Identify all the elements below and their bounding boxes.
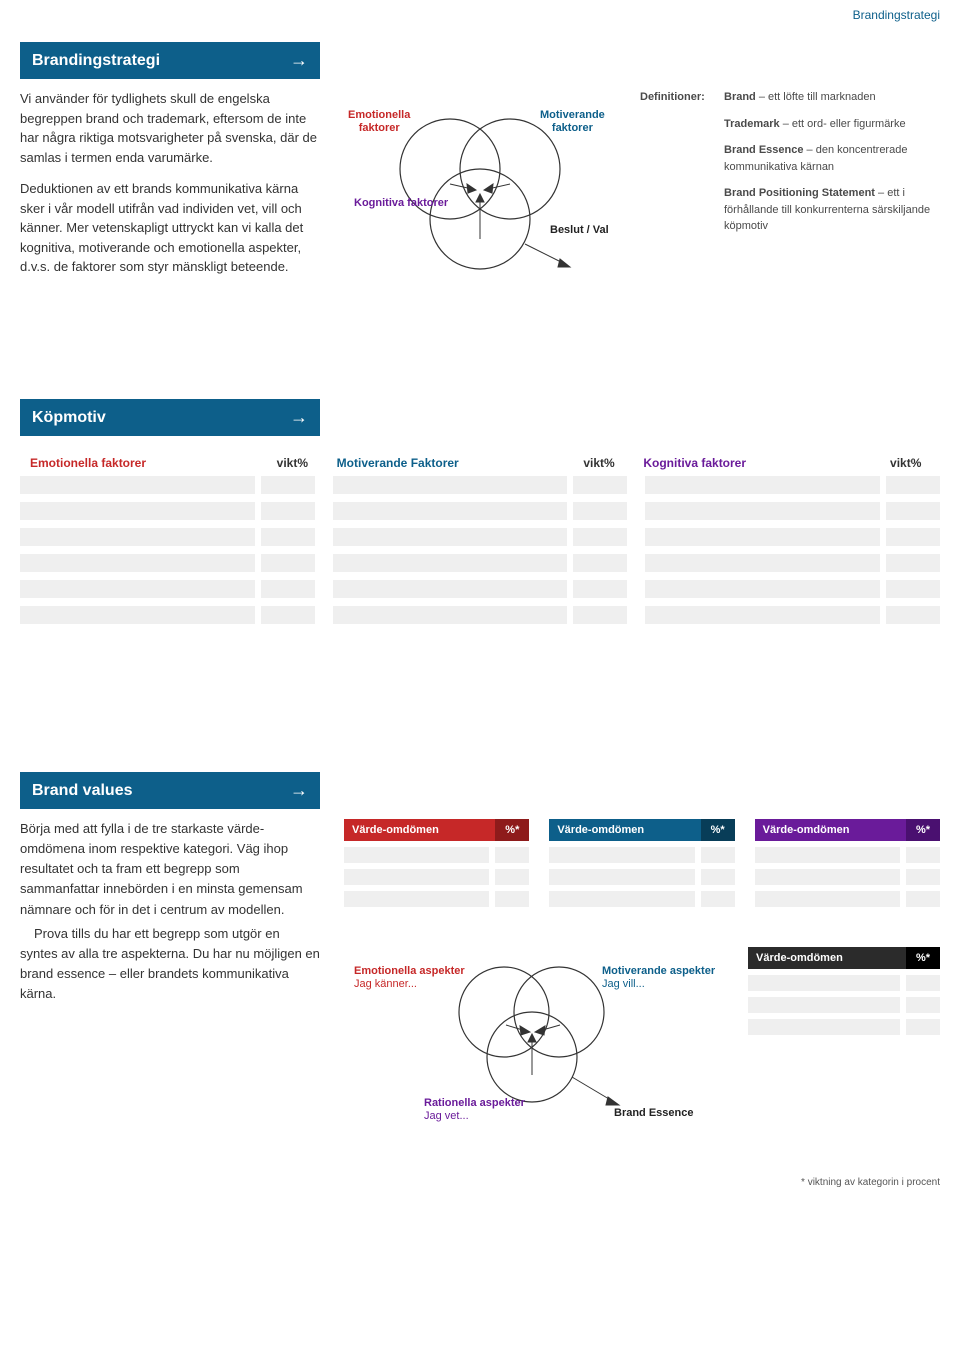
value-slot	[344, 869, 529, 885]
arrow-icon: →	[290, 50, 308, 71]
def-brand-essence: Brand Essence – den koncentrerade kommun…	[724, 142, 940, 175]
value-slot	[344, 847, 529, 863]
kop-vikt-header: vikt%	[573, 450, 633, 476]
page-header-tag: Brandingstrategi	[20, 0, 940, 42]
value-slot	[755, 891, 940, 907]
section-bar-brandvalues: Brand values →	[20, 772, 320, 809]
definitions-heading: Definitioner:	[640, 89, 710, 245]
section-bar-branding: Brandingstrategi →	[20, 42, 320, 79]
kopmotiv-table: Emotionella faktorer vikt% Motiverande F…	[20, 450, 940, 624]
bv-col-purple: Värde-omdömen %*	[755, 819, 940, 907]
value-slot	[748, 997, 940, 1013]
venn2-essence-label: Brand Essence	[614, 1107, 693, 1120]
table-row	[20, 554, 940, 572]
venn2-mot-label: Motiverande aspekterJag vill...	[602, 965, 715, 991]
value-slot	[748, 975, 940, 991]
bv-head-dark: Värde-omdömen %*	[748, 947, 940, 969]
venn1-beslut-label: Beslut / Val	[550, 224, 609, 237]
table-row	[20, 528, 940, 546]
def-brand: Brand – ett löfte till marknaden	[724, 89, 940, 106]
footnote: * viktning av kategorin i procent	[20, 1177, 940, 1188]
venn1-emotionella-label: Emotionellafaktorer	[348, 109, 410, 135]
arrow-icon: →	[290, 407, 308, 428]
kop-col2-header: Motiverande Faktorer	[327, 450, 574, 476]
intro-para2: Deduktionen av ett brands kommunikativa …	[20, 179, 320, 277]
brand-values-text: Börja med att fylla i de tre starkaste v…	[20, 819, 320, 1147]
table-row	[20, 476, 940, 494]
value-slot	[549, 847, 734, 863]
value-slot	[549, 869, 734, 885]
value-slot	[549, 891, 734, 907]
table-row	[20, 502, 940, 520]
kop-vikt-header: vikt%	[880, 450, 940, 476]
value-slot	[748, 1019, 940, 1035]
bv-col-red: Värde-omdömen %*	[344, 819, 529, 907]
venn-diagram-2: Emotionella aspekterJag känner... Motive…	[344, 947, 728, 1147]
bv-head-purple: Värde-omdömen %*	[755, 819, 940, 841]
bv-col-blue: Värde-omdömen %*	[549, 819, 734, 907]
kop-col1-header: Emotionella faktorer	[20, 450, 267, 476]
definitions-block: Definitioner: Brand – ett löfte till mar…	[640, 89, 940, 319]
venn2-emo-label: Emotionella aspekterJag känner...	[354, 965, 465, 991]
venn1-kognitiva-label: Kognitiva faktorer	[354, 197, 448, 210]
section-title: Brandingstrategi	[32, 52, 160, 70]
intro-para1: Vi använder för tydlighets skull de enge…	[20, 89, 320, 167]
table-row	[20, 580, 940, 598]
table-row	[20, 606, 940, 624]
value-slot	[755, 847, 940, 863]
section-title: Brand values	[32, 782, 132, 800]
def-trademark: Trademark – ett ord- eller figurmärke	[724, 116, 940, 133]
venn1-motiverande-label: Motiverandefaktorer	[540, 109, 605, 135]
def-brand-positioning: Brand Positioning Statement – ett i förh…	[724, 185, 940, 235]
venn-diagram-1: Emotionellafaktorer Motiverandefaktorer …	[340, 89, 620, 319]
value-slot	[344, 891, 529, 907]
kop-col3-header: Kognitiva faktorer	[633, 450, 880, 476]
arrow-icon: →	[290, 780, 308, 801]
section-bar-kopmotiv: Köpmotiv →	[20, 399, 320, 436]
kop-vikt-header: vikt%	[267, 450, 327, 476]
bv-head-red: Värde-omdömen %*	[344, 819, 529, 841]
bv-head-blue: Värde-omdömen %*	[549, 819, 734, 841]
section-title: Köpmotiv	[32, 409, 106, 427]
bv-col-dark: Värde-omdömen %*	[748, 947, 940, 1035]
intro-text: Vi använder för tydlighets skull de enge…	[20, 89, 320, 319]
value-slot	[755, 869, 940, 885]
venn2-rat-label: Rationella aspekterJag vet...	[424, 1097, 525, 1123]
bv-para2: Prova tills du har ett begrepp som utgör…	[20, 924, 320, 1005]
bv-para1: Börja med att fylla i de tre starkaste v…	[20, 819, 320, 920]
